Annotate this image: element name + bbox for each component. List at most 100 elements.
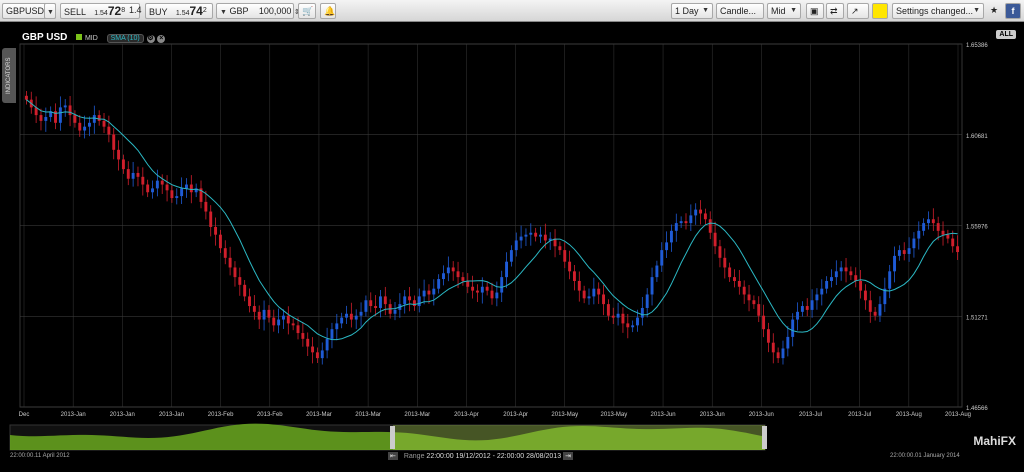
price-chart[interactable]: 1.65386 1.60681 1.55976 1.51271 1.46566 Dec 20… [0,22,1024,422]
brand-text: MahiFX [973,434,1016,448]
range-value: 22:00:00 19/12/2012 - 22:00:00 28/08/201… [426,453,562,460]
price-type-select[interactable]: Mid ▼ [767,3,801,19]
candle-body [165,184,169,191]
candle-body [121,159,125,170]
candle-body [369,300,373,307]
all-label: ALL [999,31,1013,38]
alert-button[interactable]: 🔔 [320,3,336,19]
candle-body [340,317,344,324]
mid-swatch [76,34,83,40]
interval-select[interactable]: 1 Day ▼ [671,3,713,19]
sell-price-sup: 8 [121,7,126,14]
candle-body [63,105,67,108]
candle-body [762,315,766,330]
candle-body [606,304,610,316]
candle-body [757,304,761,316]
candle-body [204,201,208,212]
candle-body [73,115,77,123]
cart-button[interactable]: 🛒 [298,3,316,19]
candle-body [175,196,179,199]
candle-body [747,294,751,301]
candle-body [723,257,727,268]
range-start-handle-icon[interactable]: ⇤ [388,452,398,460]
favorite-button[interactable]: ★ [987,3,1003,19]
indicators-tab[interactable]: INDICATORS [2,48,16,103]
x-tick-label: 2013-Mar [306,412,332,418]
x-tick-label: 2013-Aug [945,412,971,418]
range-end-handle-icon[interactable]: ⇥ [563,452,573,460]
candle-body [878,304,882,316]
draw-tool-button[interactable]: ↗ [847,3,869,19]
candle-body [844,267,848,272]
all-button[interactable]: ALL [996,30,1016,39]
facebook-button[interactable]: f [1005,3,1021,19]
candle-body [490,290,494,299]
price-type-label: Mid [771,6,786,16]
chart-type-select[interactable]: Candle...▼ [716,3,764,28]
candle-body [505,261,509,278]
chart-area[interactable]: 1.65386 1.60681 1.55976 1.51271 1.46566 Dec 20… [0,22,1024,422]
candle-body [456,271,460,278]
candle-body [427,290,431,295]
range-display: ⇤ Range 22:00:00 19/12/2012 - 22:00:00 2… [388,452,573,460]
sma-indicator-tag[interactable]: SMA (10) [106,34,144,43]
symbol-dropdown-chevron-icon[interactable]: ▼ [44,3,56,19]
candle-body [703,213,707,220]
x-tick-label: 2013-Aug [896,412,922,418]
candle-body [863,290,867,301]
candle-body [155,180,159,189]
navigator-chart[interactable] [0,422,1024,467]
x-tick-label: 2013-Jun [700,412,725,418]
navigator-area [10,423,765,450]
candle-body [78,122,82,131]
navigator-panel[interactable] [0,422,1024,467]
candle-body [951,238,955,247]
candle-body [461,277,465,281]
candle-body [825,280,829,289]
candle-body [912,238,916,249]
candle-body [936,223,940,231]
candle-body [597,288,601,295]
candle-body [335,323,339,330]
amount-stepper-icon: ⇕ [293,9,300,16]
settings-circle-icon[interactable]: ⚙ [146,35,155,43]
candle-body [849,271,853,276]
candle-body [737,280,741,287]
close-icon[interactable]: × [157,35,166,43]
candle-body [931,219,935,224]
candle-body [291,323,295,326]
candle-body [330,329,334,339]
buy-button[interactable]: BUY 1.54742 [145,3,213,19]
candle-body [718,246,722,258]
sell-button[interactable]: SELL 1.54728 [60,3,140,19]
navigator-right-handle [762,426,767,449]
candle-body [311,346,315,353]
candle-body [185,184,188,189]
candle-body [403,296,407,305]
candle-body [563,250,567,262]
buy-price-big: 74 [189,4,203,18]
candle-body [112,134,116,150]
candle-body [810,300,814,310]
candle-body [582,290,586,299]
candle-body [451,267,455,272]
screenshot-button[interactable]: ▣ [806,3,824,19]
candle-body [543,234,547,241]
candle-body [669,230,673,243]
candle-body [636,317,639,326]
y-tick-label: 1.46566 [966,406,988,412]
color-picker-button[interactable] [872,3,888,19]
candle-body [834,271,838,278]
candle-body [199,188,203,202]
candle-body [854,275,858,281]
compare-button[interactable]: ⇄ [826,3,844,19]
amount-input[interactable]: ▼ GBP 100,000 ⇕ [216,3,300,19]
candle-body [665,242,669,251]
interval-chevron-icon: ▼ [702,7,709,14]
candle-body [248,296,251,307]
candle-body [374,306,378,308]
nav-end-date: 22:00:00.01 January 2014 [890,453,960,459]
candle-body [883,288,887,305]
settings-select[interactable]: Settings changed... ▼ [892,3,984,19]
x-tick-label: 2013-Jan [110,412,135,418]
